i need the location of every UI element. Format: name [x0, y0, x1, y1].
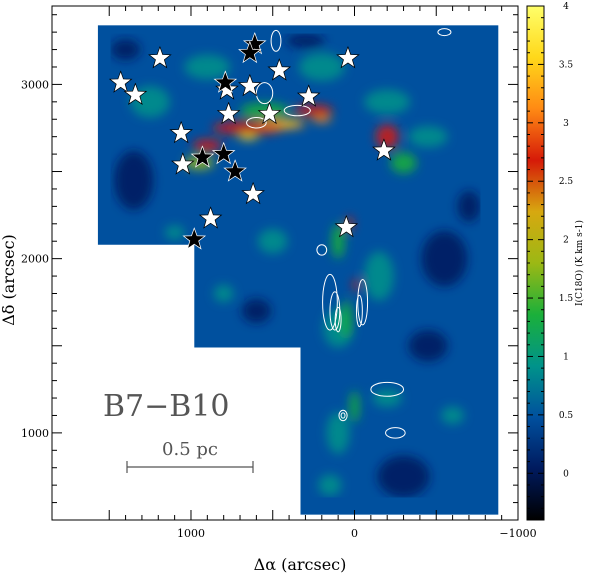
intensity-patch — [213, 284, 234, 303]
intensity-patch — [421, 230, 468, 287]
contour — [357, 279, 369, 326]
axis-ticks — [52, 6, 519, 520]
contour — [385, 427, 406, 439]
intensity-patch — [293, 104, 334, 117]
colorbar-tick-label: 3 — [563, 119, 569, 129]
plot-frame — [51, 5, 519, 521]
intensity-patch — [364, 89, 411, 115]
intensity-patch — [349, 391, 360, 423]
colorbar-label: I(C18O) (K km s-1) — [574, 220, 585, 306]
contour — [338, 409, 348, 422]
intensity-patch — [408, 330, 448, 362]
colorbar-tick-label: 2 — [563, 236, 569, 246]
intensity-patch — [192, 139, 223, 152]
contour — [334, 306, 342, 333]
colorbar-tick-label: 0.5 — [559, 411, 574, 421]
colorbar-tick-label: 3.5 — [559, 60, 574, 70]
intensity-patch — [326, 411, 350, 454]
intensity-patch — [390, 152, 417, 174]
colorbar-tick-label: 1 — [563, 352, 569, 362]
intensity-patch — [352, 278, 360, 291]
colorbar-tick-label: 0 — [563, 469, 569, 479]
y-tick-label: 2000 — [21, 253, 49, 266]
colorbar-tick-label: 4 — [563, 2, 569, 12]
intensity-patch — [364, 251, 394, 301]
contour — [370, 381, 405, 397]
contour — [322, 273, 338, 331]
colorbar-tick-label: 1.5 — [559, 294, 574, 304]
contour — [283, 104, 311, 117]
x-tick-label: 1000 — [177, 527, 205, 540]
intensity-patch — [238, 133, 259, 141]
x-tick-label: −1000 — [499, 527, 536, 540]
intensity-patch — [241, 298, 272, 324]
contour — [437, 28, 452, 37]
intensity-patch — [110, 39, 141, 61]
intensity-patch — [408, 126, 448, 148]
intensity-map — [97, 25, 499, 515]
y-axis-label: Δδ (arcsec) — [0, 234, 18, 326]
tick-labels: 1000 0 −1000 1000 2000 3000 — [21, 78, 537, 540]
intensity-patch — [258, 229, 288, 254]
colorbar-tick-label: 2.5 — [559, 177, 574, 187]
contour-lines — [246, 28, 452, 439]
x-tick-label: 0 — [351, 527, 358, 540]
intensity-patch — [298, 53, 345, 81]
intensity-patch — [285, 33, 326, 48]
intensity-patch — [184, 54, 231, 80]
intensity-patch — [318, 474, 342, 496]
contour — [270, 29, 282, 52]
contour — [246, 117, 267, 129]
contour — [316, 244, 328, 256]
x-axis-label: Δα (arcsec) — [254, 555, 347, 574]
intensity-patch — [457, 190, 481, 223]
region-label: B7−B10 — [103, 389, 230, 424]
scalebar-label: 0.5 pc — [162, 439, 218, 460]
intensity-patch — [441, 406, 465, 425]
contour — [255, 82, 274, 105]
contour — [340, 412, 346, 419]
y-tick-label: 3000 — [21, 78, 49, 91]
intensity-patch — [340, 300, 353, 339]
intensity-patch — [372, 389, 402, 407]
intensity-patch — [375, 124, 399, 149]
contour — [355, 294, 363, 328]
intensity-patch — [114, 150, 154, 210]
intensity-patch — [377, 455, 430, 498]
y-tick-label: 1000 — [21, 427, 49, 440]
intensity-patch — [164, 225, 185, 240]
intensity-patch — [277, 119, 301, 126]
intensity-patch — [311, 115, 332, 123]
colorbar: 0 0.5 1 1.5 2 2.5 3 3.5 4 I(C18O) (K km s-1) — [526, 2, 585, 521]
